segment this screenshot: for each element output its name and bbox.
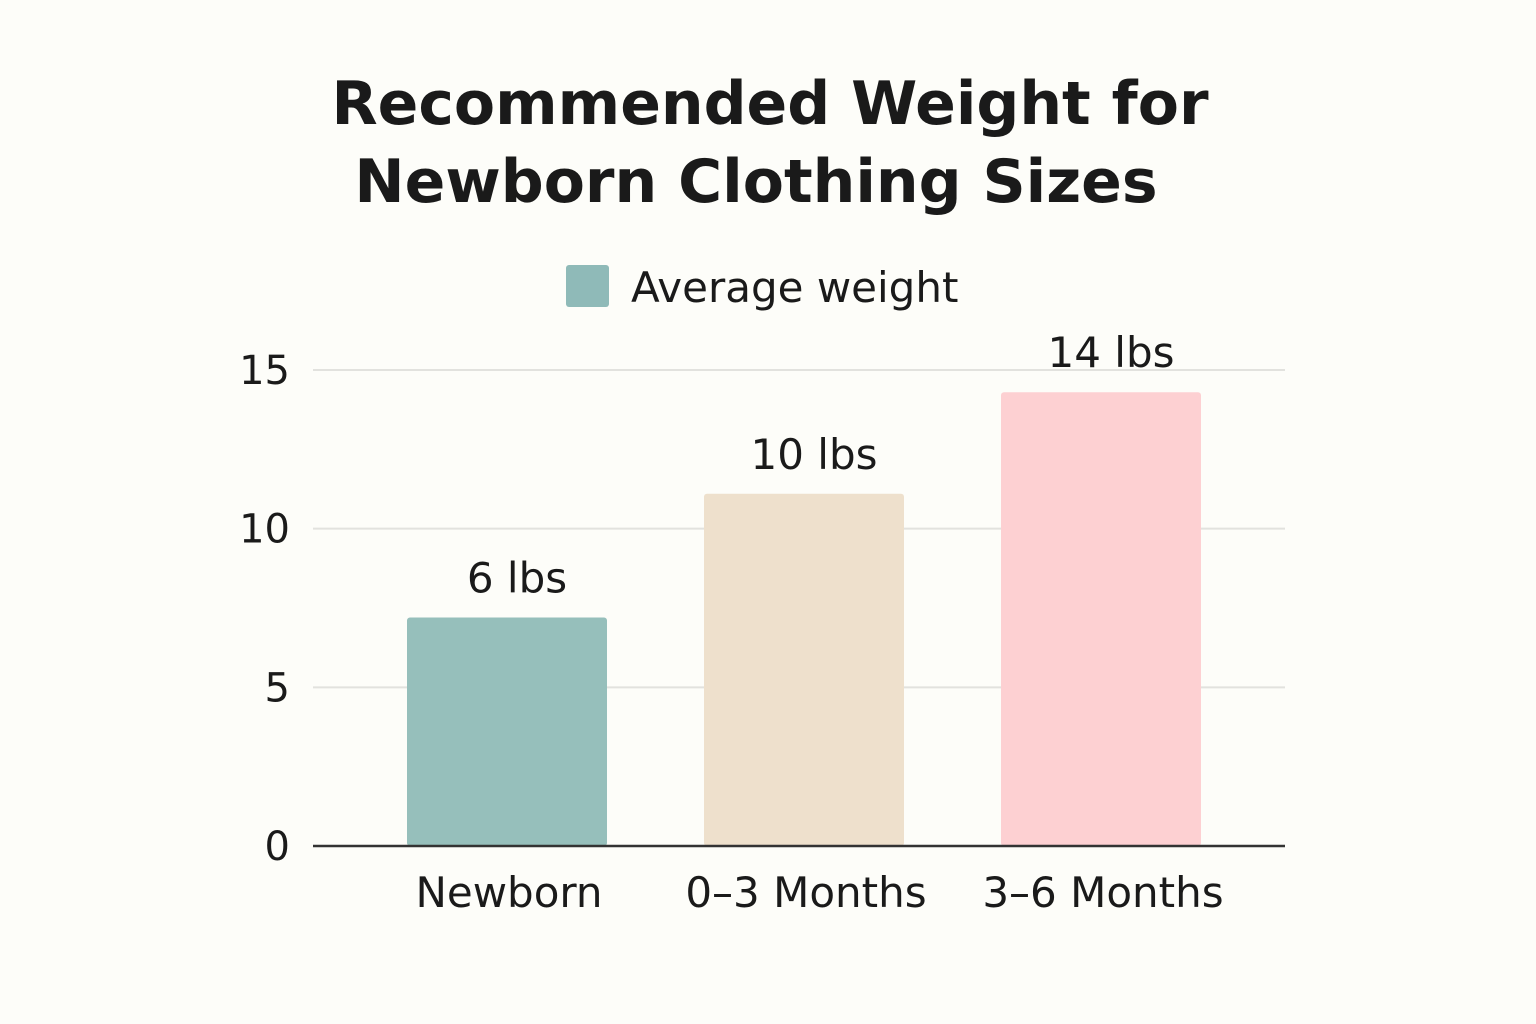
chart-title-line-1: Recommended Weight for [331, 69, 1208, 139]
y-tick-label: 0 [265, 824, 290, 870]
y-tick-label: 5 [265, 665, 290, 711]
x-category-label: 0–3 Months [685, 868, 926, 917]
chart-title-line-2: Newborn Clothing Sizes [354, 147, 1157, 217]
data-label: 14 lbs [1047, 328, 1174, 377]
bar-1 [704, 493, 904, 846]
y-tick-label: 10 [239, 507, 290, 553]
y-tick-label: 15 [239, 348, 290, 394]
x-category-label: Newborn [415, 868, 602, 917]
data-label: 6 lbs [467, 554, 567, 603]
bar-2 [1001, 392, 1201, 846]
x-category-label: 3–6 Months [982, 868, 1223, 917]
legend: Average weight [566, 263, 958, 312]
legend-label: Average weight [631, 263, 958, 312]
legend-swatch [566, 265, 609, 307]
bar-0 [407, 617, 607, 846]
data-label: 10 lbs [750, 430, 877, 479]
